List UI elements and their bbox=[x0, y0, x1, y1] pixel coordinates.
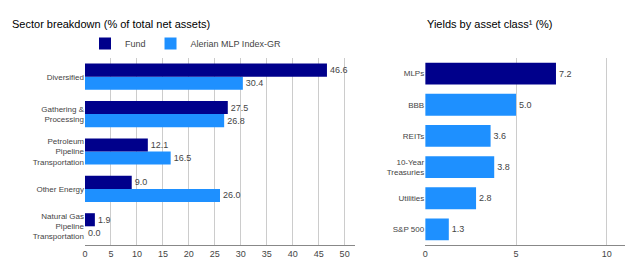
svg-text:Utilities: Utilities bbox=[398, 194, 424, 203]
svg-text:5.0: 5.0 bbox=[519, 100, 532, 110]
svg-text:S&P 500: S&P 500 bbox=[393, 225, 425, 234]
svg-text:2.8: 2.8 bbox=[479, 193, 492, 203]
svg-text:50: 50 bbox=[340, 249, 350, 259]
svg-text:40: 40 bbox=[288, 249, 298, 259]
svg-text:5: 5 bbox=[108, 249, 113, 259]
svg-text:35: 35 bbox=[262, 249, 272, 259]
svg-text:7.2: 7.2 bbox=[559, 69, 572, 79]
svg-text:10-YearTreasuries: 10-YearTreasuries bbox=[387, 158, 425, 177]
svg-text:30: 30 bbox=[236, 249, 246, 259]
svg-text:MLPs: MLPs bbox=[404, 69, 424, 78]
svg-text:Sector breakdown (% of total n: Sector breakdown (% of total net assets) bbox=[12, 18, 210, 30]
svg-text:Other Energy: Other Energy bbox=[36, 185, 84, 194]
svg-text:27.5: 27.5 bbox=[231, 103, 249, 113]
svg-text:3.8: 3.8 bbox=[497, 162, 510, 172]
svg-text:26.0: 26.0 bbox=[223, 190, 241, 200]
svg-text:1.9: 1.9 bbox=[98, 215, 111, 225]
svg-text:Natural GasPipelineTransportat: Natural GasPipelineTransportation bbox=[33, 212, 85, 242]
svg-text:Diversified: Diversified bbox=[47, 73, 84, 82]
svg-text:45: 45 bbox=[314, 249, 324, 259]
svg-text:16.5: 16.5 bbox=[174, 153, 192, 163]
svg-text:15: 15 bbox=[158, 249, 168, 259]
svg-text:0: 0 bbox=[82, 249, 87, 259]
svg-text:10: 10 bbox=[602, 249, 612, 259]
svg-text:PetroleumPipelineTransportatio: PetroleumPipelineTransportation bbox=[33, 137, 85, 167]
svg-text:10: 10 bbox=[132, 249, 142, 259]
svg-text:Yields by asset class¹ (%): Yields by asset class¹ (%) bbox=[427, 18, 553, 30]
svg-text:30.4: 30.4 bbox=[246, 78, 264, 88]
svg-text:0.0: 0.0 bbox=[88, 228, 101, 238]
svg-text:3.6: 3.6 bbox=[494, 131, 507, 141]
svg-text:REITs: REITs bbox=[403, 132, 424, 141]
svg-text:20: 20 bbox=[184, 249, 194, 259]
svg-text:12.1: 12.1 bbox=[151, 140, 169, 150]
svg-text:BBB: BBB bbox=[408, 101, 424, 110]
svg-text:Fund: Fund bbox=[125, 39, 146, 49]
svg-text:46.6: 46.6 bbox=[330, 65, 348, 75]
svg-text:Gathering &Processing: Gathering &Processing bbox=[41, 105, 84, 124]
svg-text:9.0: 9.0 bbox=[135, 177, 148, 187]
svg-text:Alerian MLP Index-GR: Alerian MLP Index-GR bbox=[191, 39, 281, 49]
svg-text:1.3: 1.3 bbox=[452, 224, 465, 234]
svg-text:26.8: 26.8 bbox=[227, 116, 245, 126]
svg-text:5: 5 bbox=[514, 249, 519, 259]
svg-text:0: 0 bbox=[423, 249, 428, 259]
svg-text:25: 25 bbox=[210, 249, 220, 259]
